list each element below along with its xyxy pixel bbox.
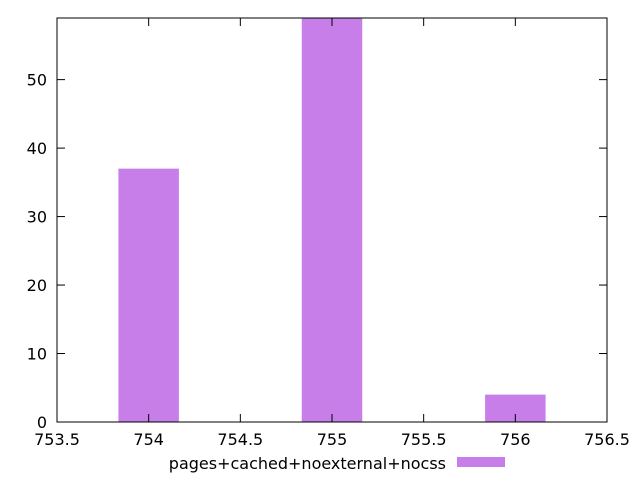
y-axis-ticks: 0 10 20 30 40 50 [27, 71, 607, 432]
legend-label: pages+cached+noexternal+nocss [169, 454, 446, 473]
x-axis-ticks: 753.5 754 754.5 755 755.5 756 756.5 [34, 18, 630, 449]
y-tick-label: 20 [27, 276, 47, 295]
legend: pages+cached+noexternal+nocss [169, 454, 505, 473]
y-tick-label: 40 [27, 139, 47, 158]
x-tick-label: 753.5 [34, 430, 80, 449]
x-tick-label: 755 [317, 430, 348, 449]
bars [118, 18, 546, 422]
x-tick-label: 756 [500, 430, 531, 449]
y-tick-label: 10 [27, 345, 47, 364]
x-tick-label: 756.5 [584, 430, 630, 449]
bar-755 [301, 18, 363, 422]
bar-754 [118, 168, 179, 422]
x-tick-label: 754 [133, 430, 164, 449]
y-tick-label: 30 [27, 208, 47, 227]
legend-swatch [457, 457, 505, 467]
y-tick-label: 0 [37, 413, 47, 432]
x-tick-label: 754.5 [217, 430, 263, 449]
y-tick-label: 50 [27, 71, 47, 90]
x-tick-label: 755.5 [401, 430, 447, 449]
